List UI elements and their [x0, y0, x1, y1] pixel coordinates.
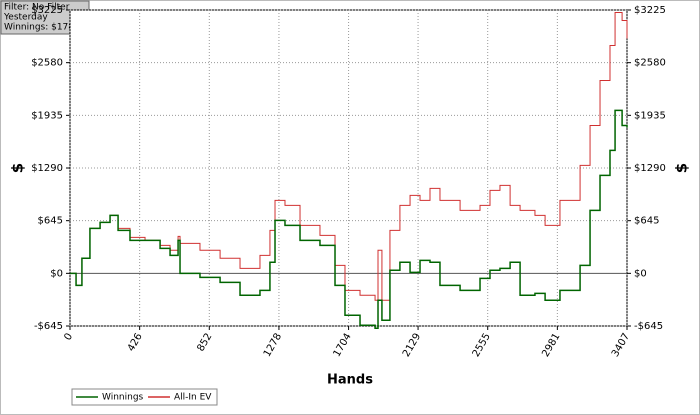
y2-tick-label: $1290 — [634, 163, 666, 174]
y2-tick-label: $0 — [634, 268, 647, 279]
y2-tick-label: $1935 — [634, 110, 666, 121]
y-tick-label: $2580 — [31, 58, 63, 69]
legend-label: Winnings — [102, 393, 144, 403]
info-winnings: Winnings: $1784.21 — [4, 23, 94, 33]
legend-label: All-In EV — [174, 393, 212, 403]
y2-tick-label: -$645 — [634, 321, 663, 332]
y-tick-label: $1935 — [31, 110, 63, 121]
y-tick-label: $645 — [38, 216, 63, 227]
x-tick-label: 0 — [62, 332, 75, 343]
y-tick-label: $1290 — [31, 163, 63, 174]
y-tick-label: $0 — [50, 268, 63, 279]
series-line — [70, 109, 628, 330]
legend — [71, 388, 218, 406]
y2-tick-label: $645 — [634, 216, 659, 227]
y2-tick-label: $3225 — [634, 5, 666, 16]
y-tick-label: -$645 — [34, 321, 63, 332]
info-period: Yesterday — [3, 13, 48, 23]
y-tick-label: $3225 — [31, 5, 63, 16]
plot-area — [69, 9, 628, 327]
y-axis-title: $ — [9, 163, 27, 173]
x-axis-title: Hands — [327, 373, 373, 388]
info-filter: Filter: No Filter — [4, 3, 70, 13]
y2-axis-title: $ — [673, 163, 691, 173]
y2-tick-label: $2580 — [634, 58, 666, 69]
